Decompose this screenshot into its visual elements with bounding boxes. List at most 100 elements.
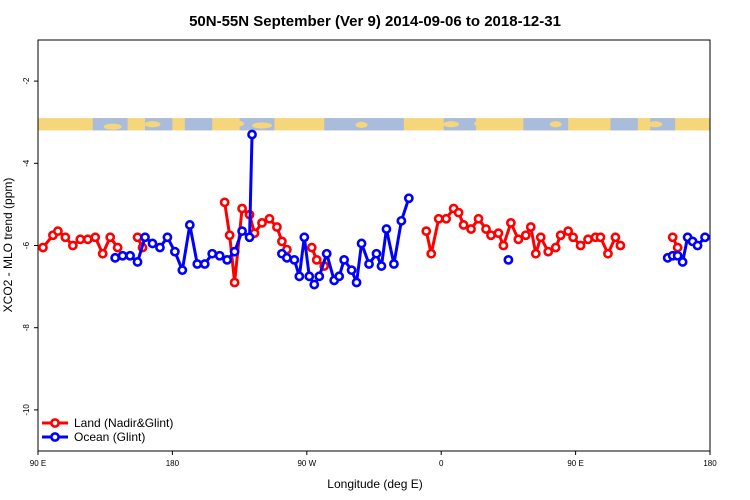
data-point	[381, 224, 392, 234]
strip-ocean	[443, 118, 477, 131]
y-tick-label: -10	[22, 404, 31, 416]
data-point	[244, 232, 255, 243]
legend-marker	[50, 418, 60, 428]
x-axis-label: Longitude (deg E)	[327, 477, 422, 491]
data-point	[396, 215, 407, 226]
y-tick-label: -4	[22, 159, 31, 167]
data-point	[595, 232, 606, 243]
data-point	[376, 261, 387, 271]
data-point	[520, 230, 531, 241]
data-point	[229, 277, 240, 288]
data-point	[117, 250, 128, 261]
x-tick-label: 90 W	[297, 459, 316, 468]
data-point	[481, 224, 491, 234]
data-point	[132, 232, 143, 243]
data-point	[543, 246, 554, 257]
data-point	[132, 257, 143, 267]
strip-land-blob	[549, 121, 562, 128]
y-axis-label: XCO2 - MLO trend (ppm)	[1, 178, 15, 313]
data-point	[67, 240, 78, 251]
data-point	[346, 265, 357, 276]
data-point	[615, 240, 626, 251]
series-ocean	[110, 129, 710, 290]
data-point	[311, 254, 322, 265]
data-point	[458, 220, 469, 230]
series-land	[38, 197, 683, 288]
strip-land-blob	[443, 121, 460, 128]
data-point	[294, 271, 305, 282]
data-point	[505, 217, 516, 228]
data-point	[677, 257, 688, 267]
data-point	[486, 230, 496, 241]
x-tick-label: 90 E	[567, 459, 583, 468]
data-point	[583, 234, 593, 245]
data-point	[184, 220, 195, 230]
data-point	[169, 246, 180, 257]
data-point	[277, 236, 287, 247]
data-point	[466, 224, 476, 234]
data-point	[421, 226, 432, 237]
data-point	[550, 242, 561, 253]
data-point	[237, 203, 247, 214]
data-point	[264, 213, 275, 224]
data-point	[339, 254, 350, 265]
data-point	[247, 129, 257, 140]
data-point	[493, 228, 504, 239]
data-point	[304, 271, 315, 282]
legend-label: Land (Nadir&Glint)	[74, 416, 173, 430]
data-point	[257, 217, 267, 228]
data-point	[229, 246, 240, 257]
data-point	[309, 279, 320, 290]
land-ocean-strip	[38, 118, 710, 131]
data-point	[563, 226, 574, 237]
data-point	[535, 232, 546, 243]
y-tick-label: -8	[22, 324, 31, 332]
data-point	[177, 265, 188, 276]
strip-land-blob	[648, 121, 663, 128]
strip-ocean	[650, 118, 676, 131]
data-point	[473, 213, 484, 224]
data-point	[147, 238, 158, 249]
strip-ocean	[523, 118, 569, 131]
data-point	[207, 248, 218, 259]
data-point	[389, 259, 399, 269]
data-point	[700, 232, 710, 243]
data-point	[75, 234, 86, 245]
data-point	[306, 242, 317, 253]
data-point	[237, 226, 247, 237]
strip-ocean	[184, 118, 213, 131]
data-point	[356, 238, 367, 249]
y-tick-label: -6	[22, 241, 31, 249]
y-axis: -2 -4 -6 -8 -10	[22, 77, 38, 416]
data-point	[403, 193, 414, 204]
series-layer	[38, 129, 710, 290]
data-point	[105, 232, 116, 243]
strip-land-blob	[355, 121, 368, 128]
data-point	[155, 242, 165, 253]
data-point	[441, 213, 452, 224]
data-point	[38, 242, 48, 253]
data-point	[371, 248, 382, 259]
data-point	[603, 248, 613, 259]
data-point	[53, 226, 63, 237]
data-point	[525, 222, 536, 232]
data-point	[140, 232, 150, 243]
legend-label: Ocean (Glint)	[74, 430, 145, 444]
data-point	[97, 248, 108, 259]
data-point	[610, 232, 621, 243]
data-point	[672, 250, 683, 261]
strip-land-blob	[230, 120, 245, 127]
legend: Land (Nadir&Glint)Ocean (Glint)	[42, 416, 173, 444]
data-point	[530, 248, 541, 259]
data-point	[692, 240, 703, 251]
data-point	[281, 252, 292, 263]
data-point	[222, 254, 233, 265]
data-point	[321, 248, 332, 259]
strip-land-blob	[103, 123, 122, 130]
data-point	[667, 232, 678, 243]
data-point	[289, 254, 300, 265]
data-point	[110, 252, 121, 263]
data-point	[272, 222, 282, 232]
data-point	[112, 242, 123, 253]
